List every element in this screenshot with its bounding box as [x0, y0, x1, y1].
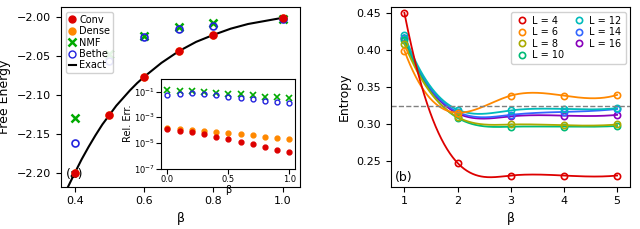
Line: L = 6: L = 6	[401, 47, 620, 116]
L = 16	[507, 115, 515, 118]
NMF	[140, 35, 148, 38]
NMF	[175, 26, 182, 28]
Line: L = 4: L = 4	[401, 10, 620, 179]
Bethe	[209, 24, 217, 27]
L = 6	[401, 49, 408, 52]
Text: (b): (b)	[395, 171, 412, 184]
Legend: L = 4, L = 6, L = 8, L = 10, L = 12, L = 14, L = 16: L = 4, L = 6, L = 8, L = 10, L = 12, L =…	[511, 12, 625, 64]
L = 6	[560, 94, 568, 97]
Dense	[209, 33, 217, 36]
L = 8	[401, 43, 408, 45]
L = 6	[613, 93, 621, 96]
Conv	[140, 76, 148, 78]
L = 6	[454, 111, 461, 114]
L = 14	[401, 37, 408, 39]
Bethe	[175, 28, 182, 31]
Line: Conv: Conv	[71, 14, 286, 177]
Dense	[279, 16, 287, 19]
Line: L = 16: L = 16	[401, 35, 620, 120]
Exact	[106, 114, 113, 116]
X-axis label: β: β	[507, 212, 515, 225]
L = 14	[507, 114, 515, 116]
Exact	[126, 89, 134, 92]
Line: Exact: Exact	[68, 18, 283, 187]
Bethe	[71, 142, 79, 144]
Exact	[64, 186, 72, 189]
L = 8	[454, 116, 461, 118]
Exact	[92, 134, 99, 137]
Exact	[113, 104, 120, 107]
Line: L = 10: L = 10	[401, 37, 620, 130]
NMF	[279, 17, 287, 20]
Exact	[209, 33, 217, 36]
Dense	[106, 114, 113, 116]
L = 16	[613, 114, 621, 116]
Line: Bethe: Bethe	[71, 16, 286, 147]
Exact	[133, 82, 141, 85]
Exact	[99, 123, 106, 126]
Line: Dense: Dense	[71, 14, 286, 177]
L = 10	[401, 39, 408, 41]
Bethe	[140, 36, 148, 39]
Exact	[84, 146, 92, 148]
NMF	[71, 117, 79, 120]
L = 12	[613, 107, 621, 110]
Bethe	[106, 60, 113, 63]
Exact	[192, 41, 200, 43]
Exact	[71, 172, 79, 174]
Exact	[227, 27, 235, 30]
Legend: Conv, Dense, NMF, Bethe, Exact: Conv, Dense, NMF, Bethe, Exact	[66, 12, 113, 74]
L = 16	[401, 37, 408, 39]
Y-axis label: Entropy: Entropy	[338, 73, 351, 121]
Line: L = 14: L = 14	[401, 35, 620, 118]
Dense	[175, 50, 182, 53]
L = 12	[401, 34, 408, 36]
Text: (a): (a)	[66, 168, 83, 181]
NMF	[209, 22, 217, 25]
L = 8	[613, 123, 621, 126]
L = 8	[560, 124, 568, 127]
L = 4	[613, 174, 621, 177]
L = 10	[507, 125, 515, 128]
L = 8	[507, 123, 515, 126]
Bethe	[279, 18, 287, 21]
L = 14	[560, 111, 568, 113]
Exact	[244, 23, 252, 25]
Line: L = 12: L = 12	[401, 32, 620, 114]
L = 10	[454, 117, 461, 119]
Exact	[157, 62, 165, 64]
Conv	[71, 172, 79, 174]
Exact	[120, 97, 127, 99]
Conv	[209, 33, 217, 36]
Exact	[175, 50, 182, 53]
L = 6	[507, 94, 515, 97]
L = 12	[507, 109, 515, 112]
Exact	[262, 19, 269, 22]
L = 10	[560, 125, 568, 128]
Dense	[140, 76, 148, 78]
Y-axis label: Free Energy: Free Energy	[0, 60, 12, 134]
Exact	[78, 158, 86, 161]
X-axis label: β: β	[177, 212, 184, 225]
L = 4	[454, 162, 461, 164]
L = 10	[613, 125, 621, 127]
L = 16	[454, 112, 461, 115]
NMF	[106, 53, 113, 56]
Conv	[175, 50, 182, 53]
L = 14	[454, 111, 461, 113]
Exact	[279, 16, 287, 19]
Conv	[279, 16, 287, 19]
L = 12	[454, 108, 461, 111]
L = 16	[560, 114, 568, 117]
L = 4	[507, 174, 515, 177]
Exact	[140, 76, 148, 78]
L = 4	[401, 11, 408, 14]
L = 12	[560, 108, 568, 110]
Conv	[106, 114, 113, 116]
Line: L = 8: L = 8	[401, 41, 620, 128]
L = 4	[560, 174, 568, 177]
Line: NMF: NMF	[70, 14, 287, 122]
Dense	[71, 172, 79, 174]
L = 14	[613, 108, 621, 110]
